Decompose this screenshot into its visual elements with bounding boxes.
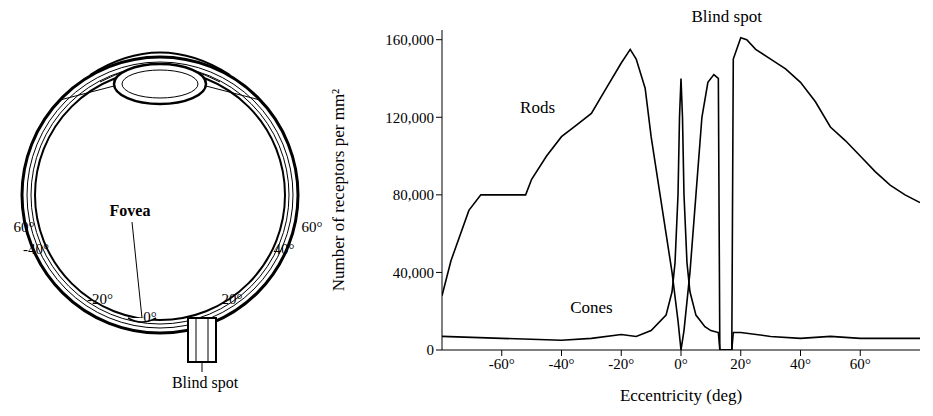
svg-text:Blind spot: Blind spot [692,7,763,26]
svg-text:60°: 60° [302,219,323,235]
svg-text:60°: 60° [850,356,871,372]
svg-text:40,000: 40,000 [393,265,434,281]
svg-text:-40°: -40° [23,241,49,257]
svg-text:120,000: 120,000 [385,110,434,126]
svg-text:Eccentricity (deg): Eccentricity (deg) [620,386,742,405]
svg-text:Cones: Cones [570,298,613,317]
svg-text:Fovea: Fovea [110,202,151,219]
svg-text:-40°: -40° [549,356,575,372]
svg-text:-60°: -60° [489,356,515,372]
svg-text:20°: 20° [222,291,243,307]
svg-text:40°: 40° [274,241,295,257]
svg-text:-20°: -20° [608,356,634,372]
svg-text:-20°: -20° [87,291,113,307]
svg-text:0°: 0° [143,309,157,325]
svg-text:0°: 0° [674,356,688,372]
svg-text:Blind spot: Blind spot [172,374,239,392]
svg-text:40°: 40° [790,356,811,372]
svg-text:160,000: 160,000 [385,32,434,48]
svg-text:Number of receptors per mm²: Number of receptors per mm² [330,89,348,291]
svg-text:80,000: 80,000 [393,187,434,203]
svg-text:0: 0 [427,342,435,358]
svg-text:60°: 60° [14,219,35,235]
svg-text:Rods: Rods [520,98,555,117]
svg-text:20°: 20° [730,356,751,372]
